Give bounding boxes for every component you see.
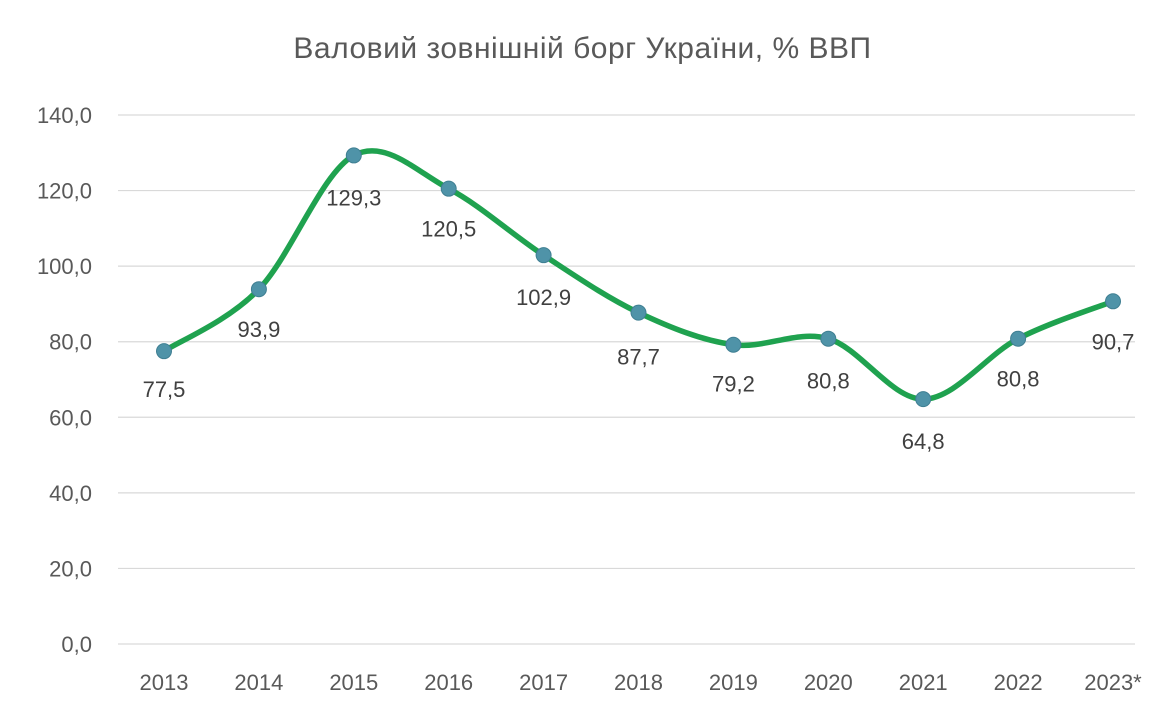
y-tick-label: 20,0 — [49, 556, 92, 581]
data-label: 80,8 — [997, 367, 1040, 392]
y-tick-label: 120,0 — [37, 179, 92, 204]
data-label: 80,8 — [807, 369, 850, 394]
gridlines — [118, 114, 1135, 645]
data-markers — [156, 147, 1121, 408]
data-label: 79,2 — [712, 372, 755, 397]
data-point — [915, 391, 932, 408]
x-tick-label: 2019 — [709, 670, 758, 695]
y-tick-label: 100,0 — [37, 254, 92, 279]
y-tick-label: 60,0 — [49, 405, 92, 430]
data-point — [820, 330, 837, 347]
x-tick-label: 2023* — [1084, 670, 1142, 695]
data-point — [156, 343, 172, 360]
data-label: 93,9 — [237, 317, 280, 342]
x-tick-label: 2016 — [424, 670, 473, 695]
x-tick-label: 2022 — [994, 670, 1043, 695]
y-tick-label: 80,0 — [49, 330, 92, 355]
data-label: 129,3 — [326, 185, 381, 210]
x-tick-label: 2018 — [614, 670, 663, 695]
y-tick-label: 0,0 — [61, 632, 92, 657]
x-tick-label: 2014 — [234, 670, 283, 695]
x-tick-label: 2015 — [329, 670, 378, 695]
x-tick-label: 2017 — [519, 670, 568, 695]
data-label: 120,5 — [421, 217, 476, 242]
data-labels: 77,5 93,9 129,3 120,5 102,9 87,7 79,2 80,8 64,8 8… — [143, 185, 1135, 454]
data-label: 64,8 — [902, 429, 945, 454]
data-point — [1105, 293, 1121, 310]
data-point — [725, 336, 742, 353]
y-axis-tick-labels: 0,0 20,0 40,0 60,0 80,0 100,0 120,0 140,0 — [37, 103, 92, 657]
data-label: 90,7 — [1092, 329, 1135, 354]
x-axis-tick-labels: 2013 2014 2015 2016 2017 2018 2019 2020 2021 2022… — [140, 670, 1143, 695]
data-point — [440, 180, 457, 197]
y-tick-label: 140,0 — [37, 103, 92, 128]
data-point — [1010, 330, 1027, 347]
chart-title: Валовий зовнішній борг України, % ВВП — [293, 32, 872, 65]
x-tick-label: 2020 — [804, 670, 853, 695]
x-tick-label: 2013 — [140, 670, 189, 695]
y-tick-label: 40,0 — [49, 481, 92, 506]
data-label: 102,9 — [516, 285, 571, 310]
x-tick-label: 2021 — [899, 670, 948, 695]
data-point — [535, 247, 552, 264]
data-label: 77,5 — [143, 377, 186, 402]
data-point — [250, 281, 267, 298]
data-point — [630, 304, 647, 321]
data-point — [345, 147, 362, 164]
data-label: 87,7 — [617, 345, 660, 370]
